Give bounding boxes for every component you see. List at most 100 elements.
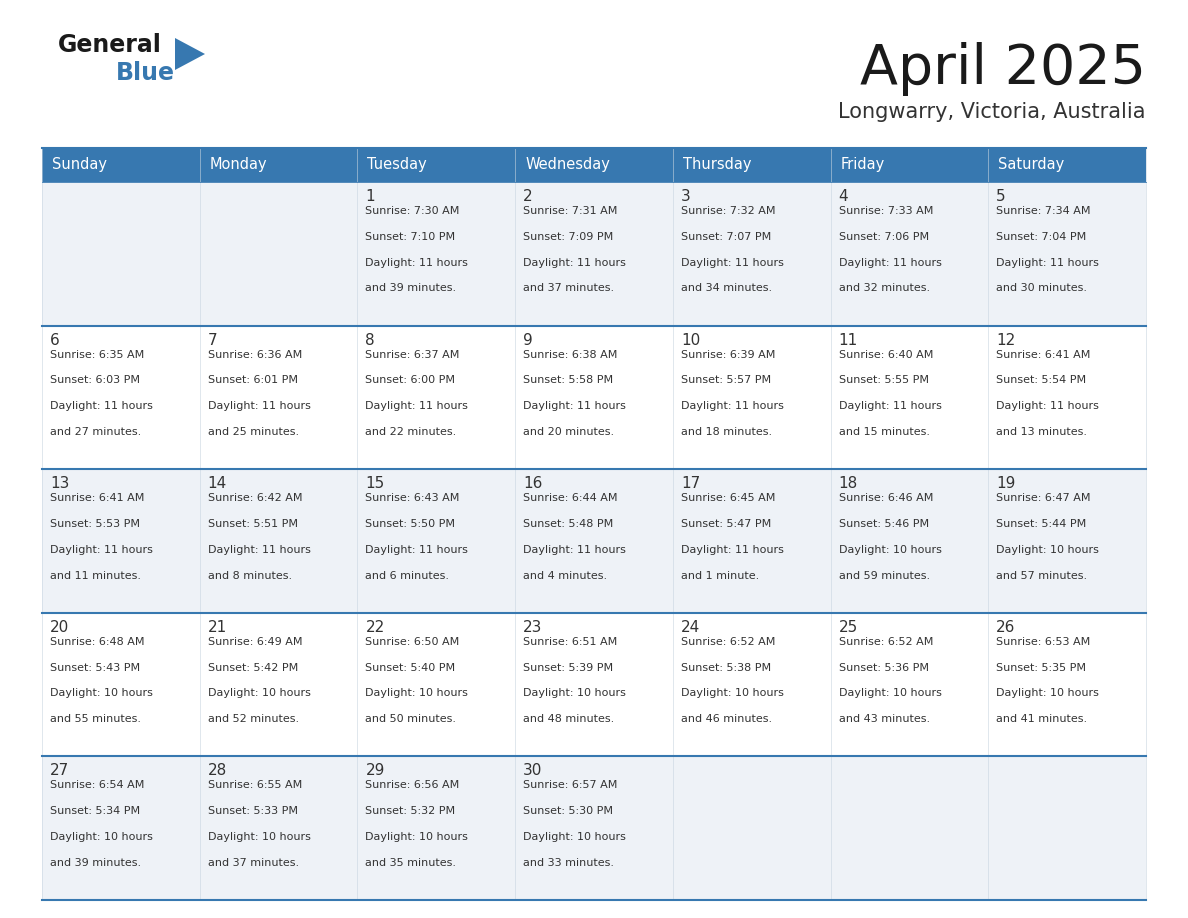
Text: Daylight: 10 hours: Daylight: 10 hours <box>208 688 310 699</box>
Text: Tuesday: Tuesday <box>367 158 428 173</box>
Text: Monday: Monday <box>210 158 267 173</box>
Text: Sunrise: 6:52 AM: Sunrise: 6:52 AM <box>839 637 933 647</box>
Text: 14: 14 <box>208 476 227 491</box>
Text: Sunrise: 6:53 AM: Sunrise: 6:53 AM <box>997 637 1091 647</box>
Text: Sunrise: 6:46 AM: Sunrise: 6:46 AM <box>839 493 933 503</box>
Text: Longwarry, Victoria, Australia: Longwarry, Victoria, Australia <box>839 102 1146 122</box>
Text: Sunrise: 6:36 AM: Sunrise: 6:36 AM <box>208 350 302 360</box>
Text: 26: 26 <box>997 620 1016 635</box>
Text: and 33 minutes.: and 33 minutes. <box>523 857 614 868</box>
Text: 2: 2 <box>523 189 532 204</box>
Text: and 34 minutes.: and 34 minutes. <box>681 284 772 294</box>
Text: and 30 minutes.: and 30 minutes. <box>997 284 1087 294</box>
Text: Friday: Friday <box>841 158 885 173</box>
Text: Sunrise: 7:34 AM: Sunrise: 7:34 AM <box>997 206 1091 216</box>
Text: Sunset: 5:34 PM: Sunset: 5:34 PM <box>50 806 140 816</box>
Text: Sunset: 6:00 PM: Sunset: 6:00 PM <box>366 375 455 386</box>
Text: Daylight: 11 hours: Daylight: 11 hours <box>681 258 784 267</box>
Text: and 55 minutes.: and 55 minutes. <box>50 714 141 724</box>
Text: Sunrise: 6:47 AM: Sunrise: 6:47 AM <box>997 493 1091 503</box>
Text: Sunset: 7:09 PM: Sunset: 7:09 PM <box>523 231 613 241</box>
Text: 29: 29 <box>366 764 385 778</box>
Text: 24: 24 <box>681 620 700 635</box>
Bar <box>42 182 1146 326</box>
Text: 16: 16 <box>523 476 543 491</box>
Text: Sunrise: 6:57 AM: Sunrise: 6:57 AM <box>523 780 618 790</box>
Text: 27: 27 <box>50 764 69 778</box>
Text: Daylight: 11 hours: Daylight: 11 hours <box>366 401 468 411</box>
Text: 12: 12 <box>997 332 1016 348</box>
Text: 15: 15 <box>366 476 385 491</box>
Text: Sunset: 5:54 PM: Sunset: 5:54 PM <box>997 375 1086 386</box>
Text: Sunrise: 6:35 AM: Sunrise: 6:35 AM <box>50 350 144 360</box>
Text: and 1 minute.: and 1 minute. <box>681 571 759 580</box>
Text: and 50 minutes.: and 50 minutes. <box>366 714 456 724</box>
Text: and 11 minutes.: and 11 minutes. <box>50 571 141 580</box>
Text: Daylight: 11 hours: Daylight: 11 hours <box>997 258 1099 267</box>
Text: Sunset: 5:58 PM: Sunset: 5:58 PM <box>523 375 613 386</box>
Bar <box>42 148 1146 182</box>
Text: Daylight: 11 hours: Daylight: 11 hours <box>50 544 153 554</box>
Text: Sunrise: 6:41 AM: Sunrise: 6:41 AM <box>997 350 1091 360</box>
Text: 17: 17 <box>681 476 700 491</box>
Text: Sunrise: 6:45 AM: Sunrise: 6:45 AM <box>681 493 776 503</box>
Text: Sunrise: 6:56 AM: Sunrise: 6:56 AM <box>366 780 460 790</box>
Text: and 46 minutes.: and 46 minutes. <box>681 714 772 724</box>
Text: Daylight: 10 hours: Daylight: 10 hours <box>839 544 941 554</box>
Text: Sunset: 7:07 PM: Sunset: 7:07 PM <box>681 231 771 241</box>
Text: and 41 minutes.: and 41 minutes. <box>997 714 1087 724</box>
Text: Sunrise: 6:40 AM: Sunrise: 6:40 AM <box>839 350 933 360</box>
Text: and 20 minutes.: and 20 minutes. <box>523 427 614 437</box>
Text: 8: 8 <box>366 332 375 348</box>
Text: Daylight: 11 hours: Daylight: 11 hours <box>208 401 310 411</box>
Text: and 57 minutes.: and 57 minutes. <box>997 571 1087 580</box>
Bar <box>42 613 1146 756</box>
Text: 22: 22 <box>366 620 385 635</box>
Text: Sunset: 5:36 PM: Sunset: 5:36 PM <box>839 663 929 673</box>
Text: 18: 18 <box>839 476 858 491</box>
Text: Sunrise: 6:39 AM: Sunrise: 6:39 AM <box>681 350 776 360</box>
Text: Sunset: 5:33 PM: Sunset: 5:33 PM <box>208 806 298 816</box>
Text: Sunrise: 6:38 AM: Sunrise: 6:38 AM <box>523 350 618 360</box>
Text: Sunset: 5:32 PM: Sunset: 5:32 PM <box>366 806 455 816</box>
Text: Daylight: 10 hours: Daylight: 10 hours <box>523 832 626 842</box>
Text: Daylight: 11 hours: Daylight: 11 hours <box>208 544 310 554</box>
Text: Sunrise: 7:33 AM: Sunrise: 7:33 AM <box>839 206 933 216</box>
Text: Wednesday: Wednesday <box>525 158 609 173</box>
Text: Daylight: 11 hours: Daylight: 11 hours <box>523 544 626 554</box>
Text: and 59 minutes.: and 59 minutes. <box>839 571 930 580</box>
Text: Daylight: 11 hours: Daylight: 11 hours <box>839 258 941 267</box>
Text: Daylight: 10 hours: Daylight: 10 hours <box>523 688 626 699</box>
Text: Sunset: 5:42 PM: Sunset: 5:42 PM <box>208 663 298 673</box>
Text: Sunrise: 6:48 AM: Sunrise: 6:48 AM <box>50 637 145 647</box>
Text: and 35 minutes.: and 35 minutes. <box>366 857 456 868</box>
Text: Sunset: 5:57 PM: Sunset: 5:57 PM <box>681 375 771 386</box>
Text: 5: 5 <box>997 189 1006 204</box>
Text: and 13 minutes.: and 13 minutes. <box>997 427 1087 437</box>
Text: and 8 minutes.: and 8 minutes. <box>208 571 292 580</box>
Text: 4: 4 <box>839 189 848 204</box>
Text: Sunrise: 6:50 AM: Sunrise: 6:50 AM <box>366 637 460 647</box>
Text: 7: 7 <box>208 332 217 348</box>
Text: 11: 11 <box>839 332 858 348</box>
Text: 30: 30 <box>523 764 543 778</box>
Text: Daylight: 11 hours: Daylight: 11 hours <box>50 401 153 411</box>
Text: and 39 minutes.: and 39 minutes. <box>366 284 456 294</box>
Text: Blue: Blue <box>116 61 175 85</box>
Text: and 52 minutes.: and 52 minutes. <box>208 714 299 724</box>
Bar <box>42 756 1146 900</box>
Text: Sunset: 5:40 PM: Sunset: 5:40 PM <box>366 663 455 673</box>
Text: Daylight: 10 hours: Daylight: 10 hours <box>50 688 153 699</box>
Bar <box>42 469 1146 613</box>
Text: and 37 minutes.: and 37 minutes. <box>208 857 299 868</box>
Text: and 4 minutes.: and 4 minutes. <box>523 571 607 580</box>
Text: Thursday: Thursday <box>683 158 751 173</box>
Text: Daylight: 10 hours: Daylight: 10 hours <box>681 688 784 699</box>
Text: Sunrise: 6:55 AM: Sunrise: 6:55 AM <box>208 780 302 790</box>
Text: Sunrise: 7:30 AM: Sunrise: 7:30 AM <box>366 206 460 216</box>
Text: Sunset: 5:30 PM: Sunset: 5:30 PM <box>523 806 613 816</box>
Text: Daylight: 11 hours: Daylight: 11 hours <box>523 258 626 267</box>
Polygon shape <box>175 38 206 70</box>
Text: Sunrise: 7:31 AM: Sunrise: 7:31 AM <box>523 206 618 216</box>
Text: Sunset: 7:06 PM: Sunset: 7:06 PM <box>839 231 929 241</box>
